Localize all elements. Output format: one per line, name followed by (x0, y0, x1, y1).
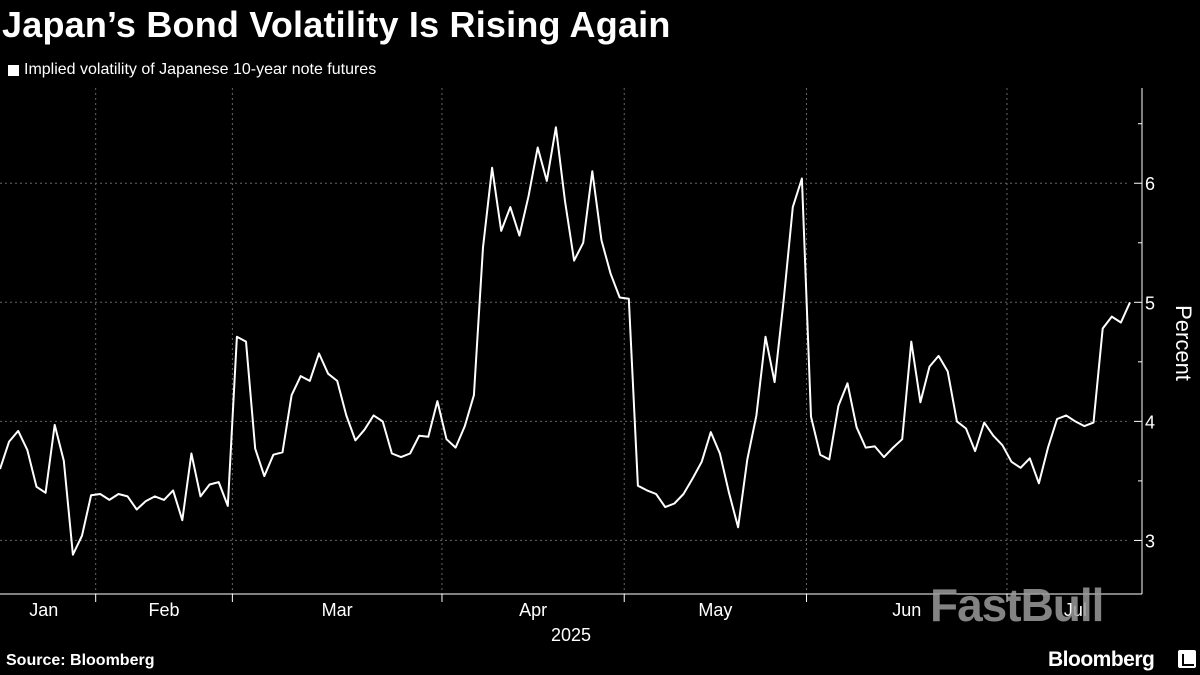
y-tick-label-3: 3 (1145, 531, 1155, 551)
x-tick-label-apr: Apr (519, 600, 547, 620)
x-tick-label-mar: Mar (322, 600, 353, 620)
grid (0, 88, 1130, 594)
y-tick-label-5: 5 (1145, 293, 1155, 313)
legend: Implied volatility of Japanese 10-year n… (8, 61, 376, 79)
x-tick-label-jul: Jul (1064, 600, 1087, 620)
x-tick-label-jun: Jun (892, 600, 921, 620)
bloomberg-terminal-icon (1178, 650, 1196, 668)
legend-swatch (8, 64, 19, 76)
tick-labels: 3 4 5 6 Jan Feb Mar Apr May Jun Jul (29, 174, 1155, 620)
x-axis-year-label: 2025 (551, 625, 591, 645)
y-axis-label: Percent (1171, 305, 1196, 381)
legend-label: Implied volatility of Japanese 10-year n… (24, 61, 377, 78)
series-line-implied-volatility (0, 126, 1131, 556)
x-tick-label-may: May (698, 600, 732, 620)
chart-title: Japan’s Bond Volatility Is Rising Again (2, 4, 671, 45)
x-tick-label-jan: Jan (29, 600, 58, 620)
axes (0, 88, 1143, 602)
y-tick-label-6: 6 (1145, 174, 1155, 194)
bloomberg-logo: Bloomberg (1048, 648, 1155, 671)
y-tick-label-4: 4 (1145, 412, 1155, 432)
source-note: Source: Bloomberg (6, 652, 155, 669)
x-tick-label-feb: Feb (149, 600, 180, 620)
fastbull-watermark: FastBull (930, 579, 1104, 631)
